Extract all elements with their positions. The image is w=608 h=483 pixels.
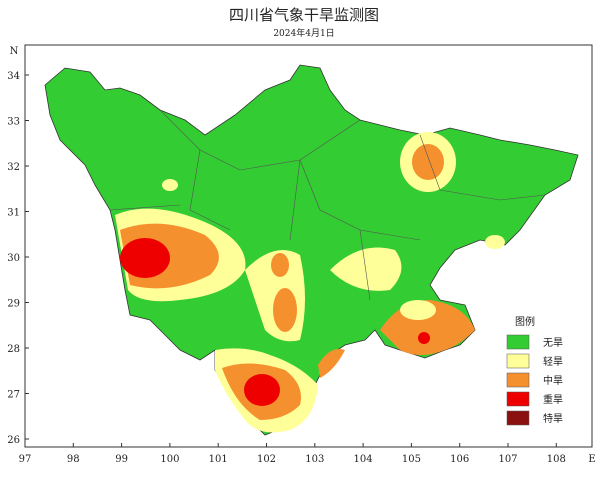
axis-letter: E [588,454,595,465]
x-tick-label: 99 [115,454,128,465]
x-tick-label: 100 [160,454,179,465]
x-tick-label: 107 [498,454,517,465]
legend-swatch [506,353,530,369]
map-frame [24,44,593,448]
y-tick-label: 32 [7,162,20,173]
legend-label: 重旱 [543,393,563,406]
moderate-drought [318,349,345,378]
y-tick-label: 29 [7,299,20,310]
y-tick-label: 28 [7,344,20,355]
x-tick-label: 97 [19,454,32,465]
legend-swatch [506,391,530,407]
legend-label: 轻旱 [543,355,563,368]
moderate-drought [273,288,297,332]
severe-drought [418,332,430,344]
x-tick-label: 104 [354,454,373,465]
legend-label: 特旱 [543,413,563,425]
axis-letter: N [10,46,19,57]
x-tick-label: 102 [257,454,276,465]
legend-swatch [506,372,530,388]
severe-drought [244,374,280,406]
y-tick-label: 33 [7,117,20,128]
legend-swatch [506,410,530,426]
moderate-drought [412,144,444,180]
x-tick-label: 105 [402,454,421,465]
county-borders [109,109,546,301]
y-tick-label: 26 [7,435,20,446]
y-tick-label: 34 [7,71,20,82]
y-tick-label: 31 [7,208,20,219]
y-tick-label: 27 [7,390,20,401]
severe-drought [120,238,170,278]
legend-title: 图例 [515,315,535,328]
legend-label: 中旱 [543,374,563,387]
light-drought [400,300,436,320]
y-tick-label: 30 [7,253,20,264]
x-tick-label: 106 [450,454,469,465]
x-tick-label: 98 [67,454,80,465]
title: 四川省气象干旱监测图 [229,6,379,24]
legend-swatch [506,334,530,350]
light-drought [162,179,178,191]
subtitle: 2024年4月1日 [273,27,334,39]
moderate-drought [271,253,289,277]
x-tick-label: 103 [305,454,324,465]
x-tick-label: 108 [547,454,566,465]
map-area [44,64,579,436]
light-drought [485,235,505,249]
legend-label: 无旱 [543,337,563,349]
x-tick-label: 101 [209,454,228,465]
